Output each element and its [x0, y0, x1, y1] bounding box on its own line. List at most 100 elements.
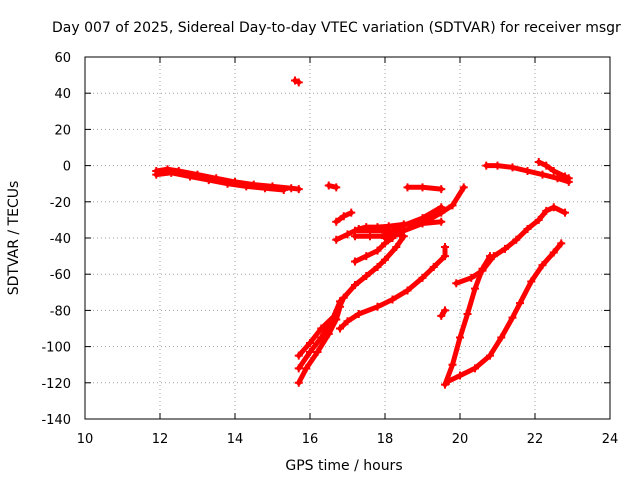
- x-tick-label: 20: [452, 432, 469, 447]
- data-point-marker: [564, 174, 573, 183]
- data-point-marker: [324, 181, 333, 190]
- data-point-marker: [366, 232, 374, 241]
- data-point-marker: [313, 348, 322, 357]
- data-point-marker: [459, 183, 468, 192]
- y-tick-label: -100: [41, 341, 71, 356]
- data-point-marker: [437, 185, 446, 194]
- track-line: [153, 166, 302, 192]
- x-axis-label: GPS time / hours: [285, 458, 402, 474]
- satellite-track: [336, 243, 449, 333]
- data-point-marker: [294, 185, 303, 194]
- satellite-track: [444, 239, 566, 385]
- data-point-marker: [399, 232, 408, 241]
- data-point-marker: [463, 310, 472, 319]
- data-point-marker: [287, 184, 296, 193]
- data-point-marker: [549, 203, 558, 212]
- data-point-marker: [452, 279, 461, 288]
- data-point-marker: [279, 186, 288, 195]
- satellite-track: [403, 183, 446, 194]
- x-tick-label: 12: [152, 432, 169, 447]
- data-point-marker: [493, 161, 502, 170]
- data-point-marker: [403, 286, 412, 295]
- track-line: [337, 244, 448, 331]
- data-point-marker: [347, 208, 356, 217]
- data-point-marker: [549, 167, 558, 176]
- x-tick-label: 18: [377, 432, 394, 447]
- data-point-marker: [523, 167, 532, 176]
- data-point-marker: [332, 235, 341, 244]
- data-point-marker: [418, 183, 427, 192]
- data-point-marker: [456, 371, 464, 380]
- track-line: [296, 233, 407, 359]
- satellite-track: [291, 76, 303, 87]
- data-point-marker: [534, 215, 543, 224]
- data-point-marker: [186, 172, 194, 181]
- x-tick-label: 16: [302, 432, 319, 447]
- data-point-marker: [223, 179, 232, 188]
- y-tick-label: 20: [54, 123, 71, 138]
- data-point-marker: [294, 378, 303, 387]
- data-point-marker: [478, 266, 487, 275]
- y-axis-label: SDTVAR / TECUs: [6, 181, 22, 296]
- data-point-marker: [351, 257, 359, 266]
- y-tick-label: 0: [63, 160, 71, 175]
- data-point-marker: [542, 161, 551, 170]
- data-point-marker: [294, 351, 303, 360]
- satellite-track: [441, 252, 494, 389]
- data-point-marker: [501, 244, 509, 253]
- data-point-marker: [486, 351, 494, 360]
- data-point-marker: [392, 243, 401, 252]
- track-line: [382, 184, 467, 241]
- data-point-marker: [336, 324, 344, 333]
- y-axis-ticks: -140 -120 -100 -80 -60 -40 -20 0 20 40 60: [41, 51, 610, 428]
- data-point-marker: [373, 262, 382, 271]
- data-point-marker: [317, 324, 326, 333]
- y-tick-label: -20: [50, 196, 71, 211]
- data-point-marker: [339, 212, 348, 221]
- data-point-marker: [399, 221, 408, 230]
- data-point-marker: [332, 183, 341, 192]
- data-point-marker: [448, 360, 457, 369]
- data-point-marker: [388, 295, 397, 304]
- data-point-marker: [448, 201, 457, 210]
- data-point-marker: [381, 255, 389, 264]
- data-point-marker: [332, 315, 341, 324]
- data-point-marker: [471, 364, 479, 373]
- data-point-marker: [204, 176, 213, 185]
- y-tick-label: -120: [41, 377, 71, 392]
- x-tick-label: 10: [77, 432, 94, 447]
- data-point-marker: [441, 243, 449, 252]
- track-line: [453, 204, 568, 286]
- data-point-marker: [441, 252, 449, 261]
- data-point-marker: [557, 239, 566, 248]
- satellite-track: [351, 234, 397, 266]
- satellite-track: [452, 203, 569, 288]
- satellite-track: [294, 232, 408, 360]
- data-point-marker: [362, 272, 371, 281]
- data-point-marker: [294, 78, 303, 87]
- data-point-marker: [467, 273, 476, 282]
- satellite-track: [294, 302, 344, 387]
- satellite-track: [294, 297, 344, 373]
- data-point-marker: [538, 170, 547, 179]
- data-point-marker: [336, 302, 344, 311]
- data-point-marker: [444, 376, 453, 385]
- data-point-marker: [362, 252, 371, 261]
- data-point-marker: [351, 232, 359, 241]
- data-point-marker: [373, 302, 382, 311]
- data-point-marker: [553, 174, 562, 183]
- data-point-marker: [437, 203, 446, 212]
- data-point-marker: [242, 182, 251, 191]
- data-point-marker: [527, 277, 536, 286]
- y-tick-label: 40: [54, 87, 71, 102]
- data-point-marker: [523, 224, 532, 233]
- satellite-track: [437, 306, 449, 320]
- data-point-marker: [497, 333, 506, 342]
- data-point-marker: [343, 230, 352, 239]
- data-point-marker: [306, 338, 314, 347]
- y-tick-label: -140: [41, 413, 71, 428]
- data-point-marker: [324, 329, 333, 338]
- data-point-marker: [418, 214, 427, 223]
- data-point-marker: [538, 261, 547, 270]
